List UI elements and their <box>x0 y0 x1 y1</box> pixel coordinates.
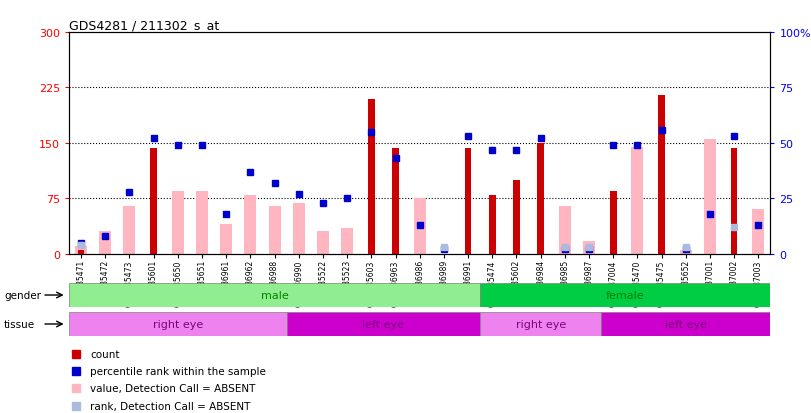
Bar <box>317 232 329 254</box>
Bar <box>244 195 256 254</box>
Bar <box>341 228 353 254</box>
Bar <box>480 283 770 308</box>
Bar <box>659 96 665 254</box>
Bar <box>69 312 286 337</box>
Text: male: male <box>260 290 289 300</box>
Text: count: count <box>90 349 120 359</box>
Bar <box>220 225 232 254</box>
Text: tissue: tissue <box>4 319 35 329</box>
Text: GDS4281 / 211302_s_at: GDS4281 / 211302_s_at <box>69 19 219 32</box>
Bar <box>69 283 480 308</box>
Text: rank, Detection Call = ABSENT: rank, Detection Call = ABSENT <box>90 401 251 411</box>
Bar <box>99 232 111 254</box>
Bar <box>704 140 716 254</box>
Bar <box>753 210 765 254</box>
Text: gender: gender <box>4 290 41 300</box>
Text: left eye: left eye <box>363 319 405 329</box>
Bar <box>559 206 571 254</box>
Bar <box>286 312 480 337</box>
Bar <box>731 149 737 254</box>
Bar <box>610 191 616 254</box>
Bar <box>680 250 692 254</box>
Bar <box>631 147 643 254</box>
Bar <box>601 312 770 337</box>
Text: right eye: right eye <box>152 319 203 329</box>
Bar <box>293 204 305 254</box>
Bar <box>480 312 601 337</box>
Bar <box>78 250 84 254</box>
Bar <box>172 191 184 254</box>
Bar <box>75 247 87 254</box>
Bar <box>489 195 496 254</box>
Bar <box>196 191 208 254</box>
Bar <box>150 149 157 254</box>
Bar <box>268 206 281 254</box>
Bar <box>123 206 135 254</box>
Text: percentile rank within the sample: percentile rank within the sample <box>90 366 266 376</box>
Text: left eye: left eye <box>665 319 706 329</box>
Text: right eye: right eye <box>516 319 566 329</box>
Bar <box>414 199 426 254</box>
Bar <box>393 149 399 254</box>
Bar <box>583 242 595 254</box>
Text: value, Detection Call = ABSENT: value, Detection Call = ABSENT <box>90 383 255 394</box>
Bar <box>368 99 375 254</box>
Bar <box>465 149 471 254</box>
Text: female: female <box>606 290 645 300</box>
Bar <box>513 180 520 254</box>
Bar <box>538 143 544 254</box>
